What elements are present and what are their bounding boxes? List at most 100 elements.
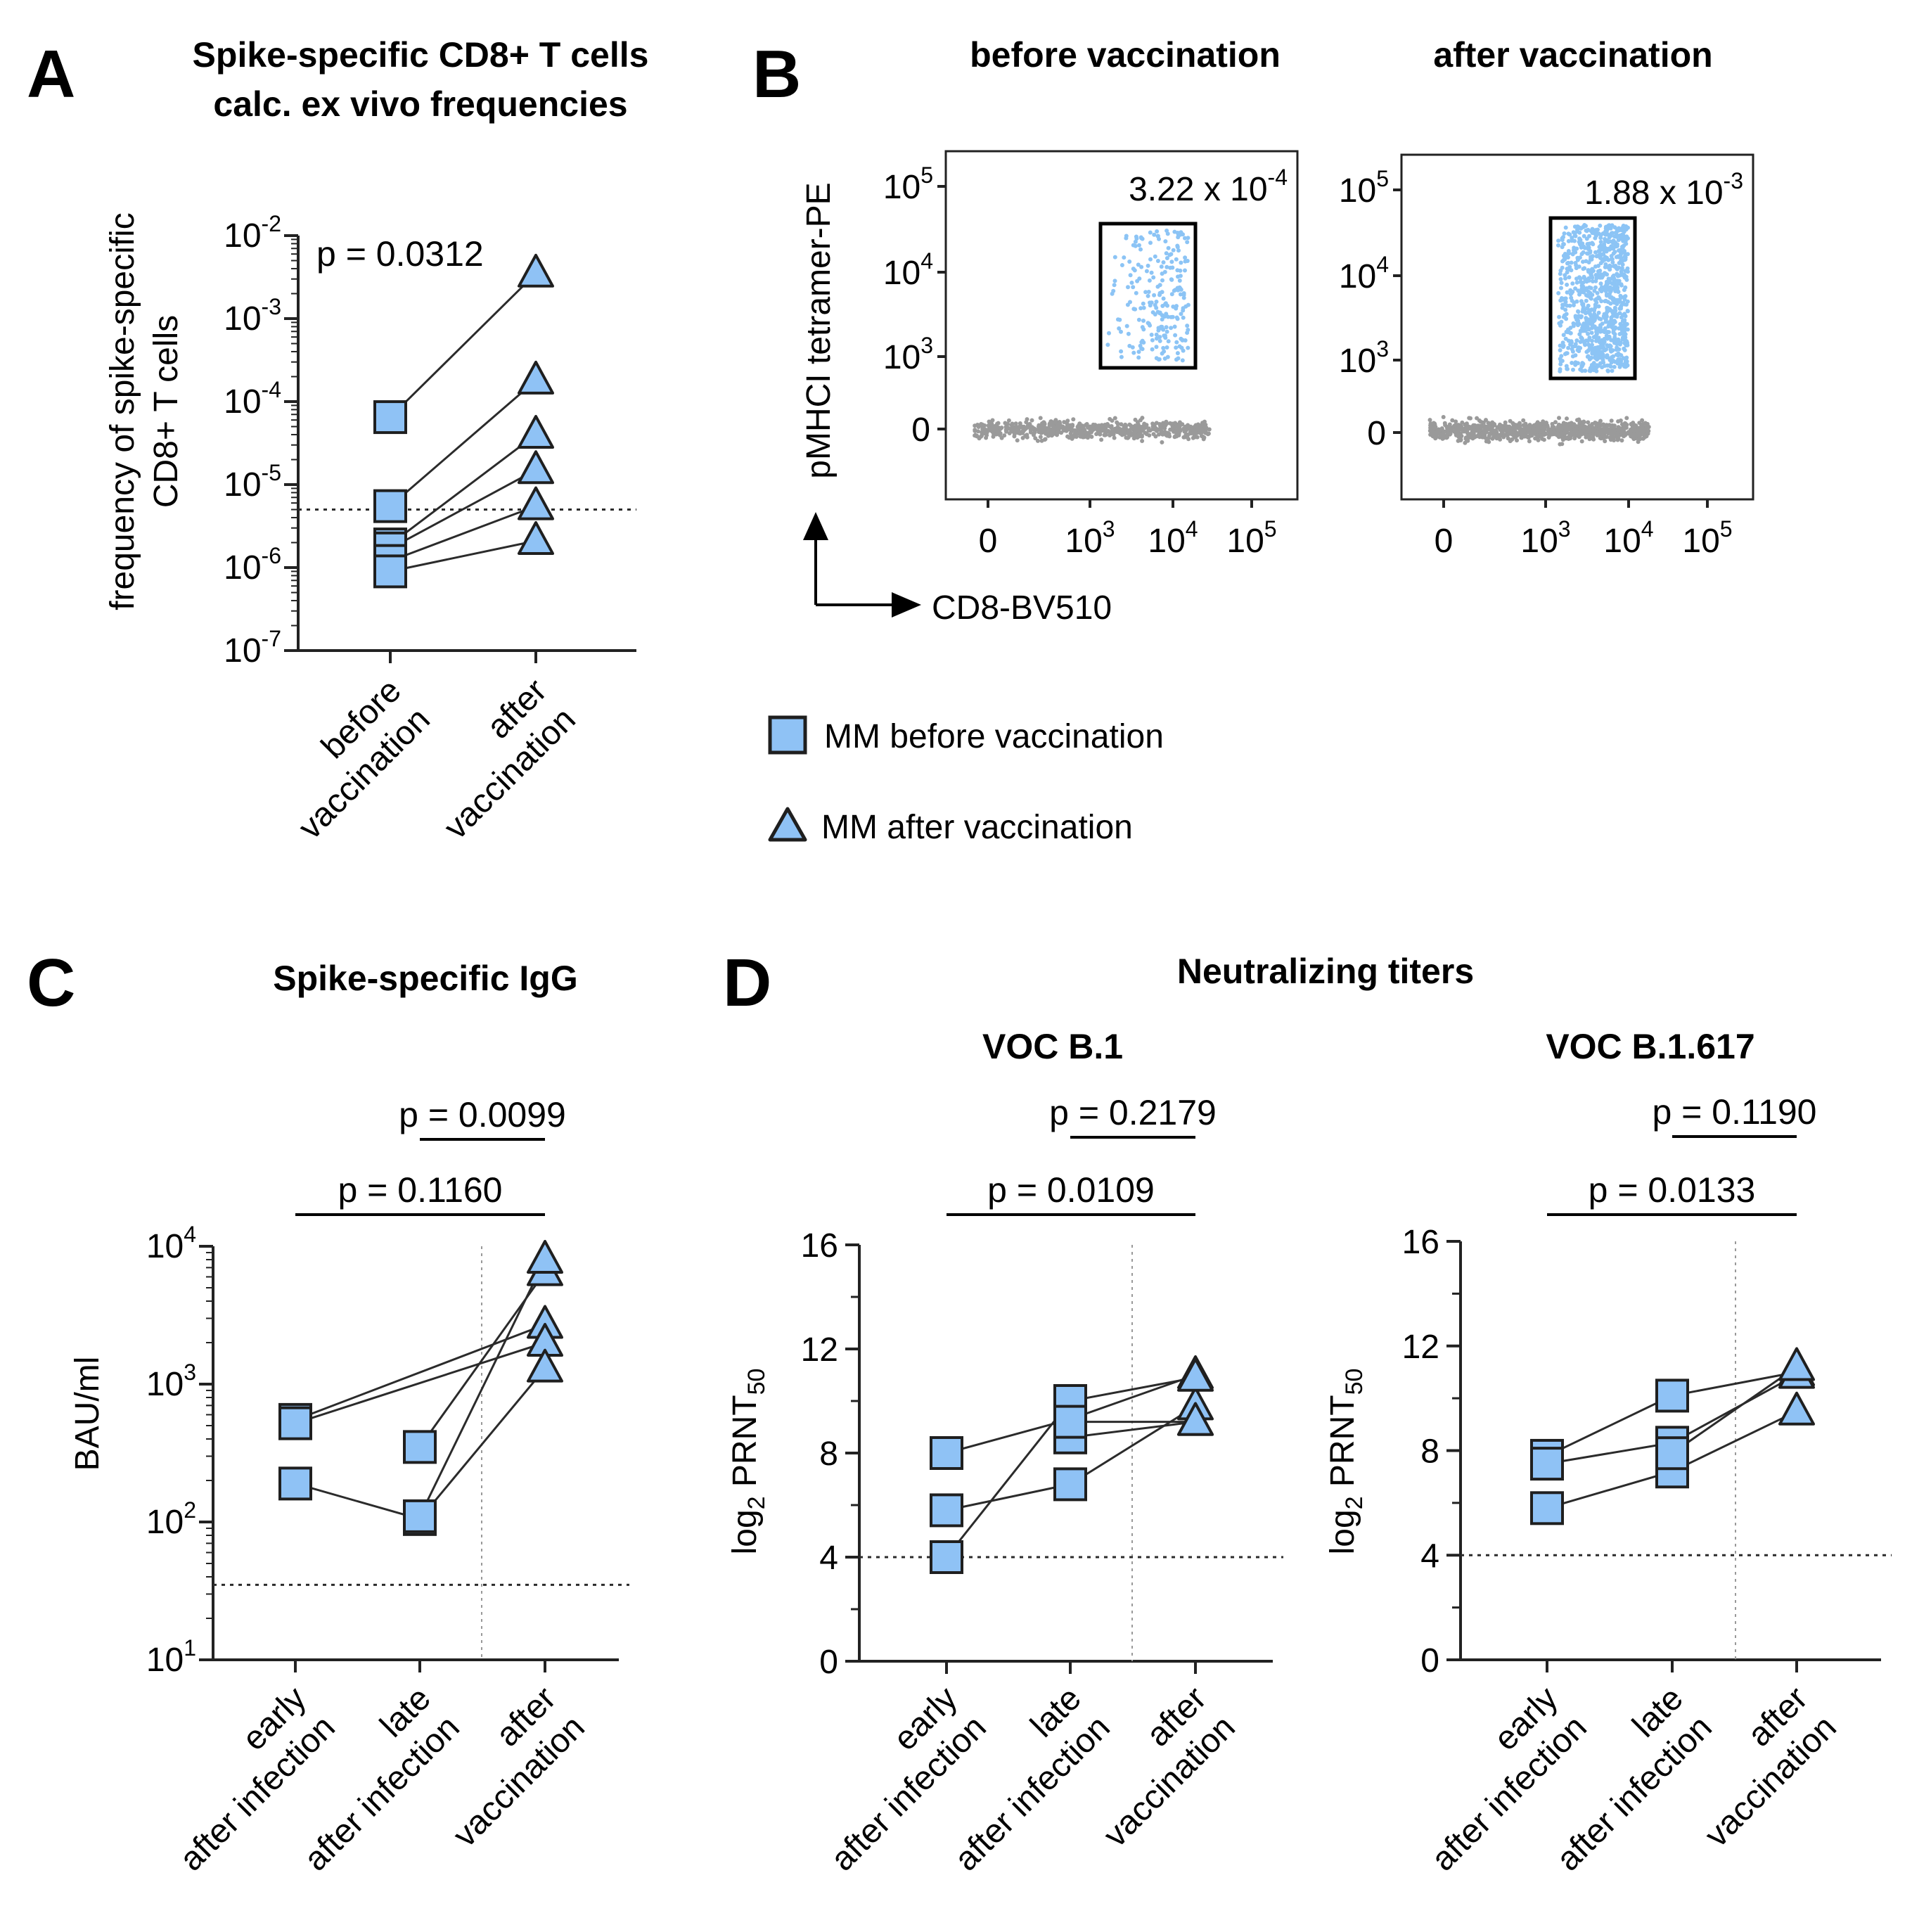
flow-positive-event: [1160, 278, 1164, 283]
flow-positive-event: [1183, 304, 1188, 309]
flow-negative-event: [1065, 428, 1070, 433]
legend-square-marker: [768, 715, 807, 755]
flow-positive-event: [1559, 319, 1564, 324]
flow-positive-event: [1596, 355, 1601, 360]
flow-negative-event: [1027, 421, 1032, 426]
flow-negative-event: [1515, 438, 1519, 443]
flow-positive-event: [1605, 231, 1610, 236]
flow-positive-event: [1172, 288, 1176, 293]
flow-negative-event: [1548, 430, 1553, 435]
series-line: [1672, 1371, 1797, 1397]
flow-positive-event: [1595, 231, 1600, 236]
flow-positive-event: [1166, 245, 1171, 250]
flow-positive-event: [1623, 252, 1628, 257]
flow-positive-event: [1591, 279, 1595, 283]
flow-positive-event: [1164, 264, 1169, 269]
marker-after: [518, 520, 554, 555]
flow-negative-event: [1093, 426, 1098, 431]
flow-positive-event: [1612, 364, 1617, 369]
flow-positive-event: [1578, 345, 1583, 350]
flow-negative-event: [1499, 423, 1504, 428]
flow-negative-event: [1201, 437, 1206, 442]
p-value-label: p = 0.1160: [338, 1170, 502, 1210]
flow-positive-event: [1112, 283, 1117, 288]
flow-positive-event: [1171, 248, 1176, 252]
flow-positive-event: [1131, 285, 1136, 290]
flow-positive-event: [1591, 364, 1596, 368]
flow-positive-event: [1604, 225, 1609, 230]
flow-negative-event: [1539, 433, 1544, 437]
flow-positive-event: [1616, 337, 1621, 342]
flow-xlabel: CD8-BV510: [932, 589, 1112, 627]
panel-d-subtitle-b1617: VOC B.1.617: [1546, 1027, 1754, 1066]
flow-negative-event: [1031, 431, 1036, 436]
flow-positive-event: [1156, 357, 1161, 362]
flow-positive-event: [1139, 264, 1144, 269]
series-line: [1672, 1410, 1797, 1473]
flow-positive-event: [1105, 343, 1110, 347]
flow-negative-event: [1645, 423, 1650, 428]
flow-positive-event: [1606, 276, 1611, 281]
flow-positive-event: [1620, 335, 1625, 340]
flow-positive-event: [1615, 243, 1619, 248]
flow-positive-event: [1185, 259, 1190, 263]
flow-positive-event: [1150, 338, 1155, 343]
flow-negative-event: [1600, 422, 1605, 427]
flow-positive-event: [1606, 324, 1611, 329]
flow-negative-event: [1476, 423, 1480, 428]
flow-positive-event: [1577, 236, 1582, 241]
flow-positive-event: [1586, 289, 1591, 294]
series-line: [1070, 1421, 1196, 1439]
flow-negative-event: [1506, 436, 1510, 441]
flow-positive-event: [1606, 344, 1611, 349]
flow-positive-event: [1618, 236, 1623, 241]
flow-positive-event: [1596, 249, 1601, 253]
flow-plot-before: 105 104 103 0 0 103 104 105 3.22 x 10-4: [883, 150, 1299, 560]
flow-positive-event: [1625, 269, 1630, 274]
flow-negative-event: [1006, 426, 1011, 430]
flow-positive-event: [1598, 252, 1603, 257]
flow-y-tick-label: 104: [883, 248, 933, 292]
flow-positive-event: [1593, 279, 1598, 283]
flow-positive-event: [1162, 356, 1167, 361]
flow-positive-event: [1593, 305, 1598, 310]
flow-negative-event: [999, 435, 1004, 440]
flow-positive-event: [1146, 263, 1150, 268]
marker-after-vaccination: [1778, 1347, 1815, 1381]
flow-negative-event: [1624, 416, 1629, 421]
flow-negative-event: [1128, 430, 1133, 435]
panel-c-ylabel: BAU/ml: [69, 1357, 106, 1471]
flow-positive-event: [1155, 229, 1160, 233]
flow-negative-event: [1468, 416, 1473, 421]
flow-positive-event: [1174, 315, 1179, 320]
flow-negative-event: [1475, 416, 1480, 421]
flow-positive-event: [1161, 260, 1166, 264]
flow-positive-event: [1172, 324, 1177, 329]
flow-positive-event: [1591, 254, 1595, 259]
flow-positive-event: [1563, 336, 1568, 341]
flow-negative-event: [1510, 421, 1515, 426]
pair-line: [390, 379, 537, 507]
panel-b-title-before: before vaccination: [970, 35, 1281, 75]
series-line: [945, 1400, 1072, 1558]
flow-negative-event: [1153, 426, 1158, 430]
flow-positive-event: [1570, 354, 1575, 359]
series-line: [418, 1367, 546, 1520]
flow-negative-event: [1591, 428, 1596, 433]
flow-negative-event: [1038, 416, 1043, 421]
flow-positive-event: [1561, 333, 1566, 338]
flow-positive-event: [1591, 242, 1596, 247]
flow-negative-event: [1519, 427, 1524, 431]
flow-negative-event: [1542, 425, 1547, 430]
flow-negative-event: [1013, 421, 1018, 426]
flow-positive-event: [1585, 306, 1589, 311]
flow-negative-event: [989, 426, 994, 431]
flow-positive-event: [1574, 317, 1579, 322]
flow-negative-event: [1012, 432, 1017, 437]
flow-negative-event: [1514, 425, 1519, 430]
flow-positive-event: [1610, 257, 1615, 262]
flow-negative-event: [1553, 430, 1558, 435]
flow-negative-event: [1460, 420, 1465, 425]
flow-positive-event: [1606, 257, 1611, 262]
